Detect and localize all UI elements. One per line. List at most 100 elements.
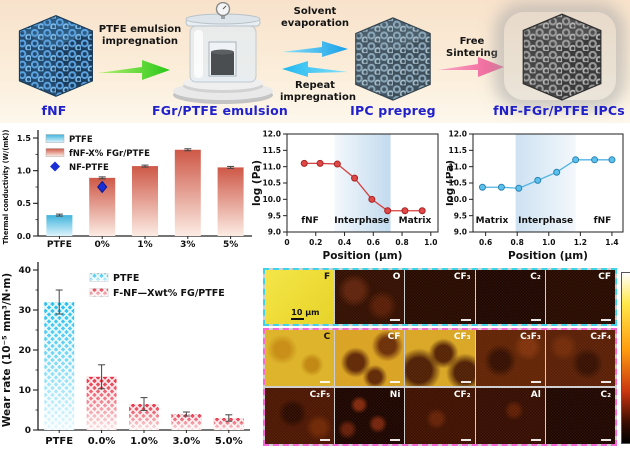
svg-text:0.0: 0.0 bbox=[17, 232, 32, 241]
svg-text:11.5: 11.5 bbox=[448, 146, 467, 155]
svg-text:PTFE: PTFE bbox=[45, 436, 73, 447]
fnf-cube-illustration bbox=[18, 14, 93, 97]
emulsion-container-illustration bbox=[173, 2, 273, 104]
eds-map-C₂: C₂ bbox=[475, 270, 545, 324]
scale-bar bbox=[460, 439, 471, 441]
eds-map-label: CF₃ bbox=[453, 332, 471, 342]
svg-text:F-NF—Xwt% FG/PTFE: F-NF—Xwt% FG/PTFE bbox=[113, 288, 225, 299]
eds-map-label: C₂ bbox=[530, 272, 541, 282]
svg-text:0.5: 0.5 bbox=[17, 199, 32, 208]
eds-map-C₂F₅: C₂F₅ bbox=[265, 388, 335, 444]
svg-text:0.2: 0.2 bbox=[309, 238, 322, 247]
scale-bar-label: 10 μm bbox=[291, 309, 319, 320]
svg-text:11.0: 11.0 bbox=[448, 162, 467, 171]
svg-text:9.0: 9.0 bbox=[454, 228, 467, 237]
eds-map-label: CF₂ bbox=[453, 390, 471, 400]
scale-bar bbox=[601, 319, 612, 321]
svg-text:1.0: 1.0 bbox=[542, 238, 555, 247]
svg-text:1%: 1% bbox=[137, 240, 152, 250]
eds-map-label: C₂ bbox=[600, 390, 612, 400]
eds-map-CF₂: CF₂ bbox=[405, 388, 475, 444]
eds-map-label: CF bbox=[598, 272, 612, 282]
step-label-fnf: fNF bbox=[41, 103, 67, 118]
scale-bar bbox=[460, 319, 471, 321]
svg-text:0.8: 0.8 bbox=[395, 238, 408, 247]
eds-map-CF₃: CF₃ bbox=[405, 270, 475, 324]
svg-text:NF-PTFE: NF-PTFE bbox=[69, 163, 109, 173]
svg-text:5.0%: 5.0% bbox=[215, 436, 243, 447]
eds-row: C CF CF₃ C₃F₃ C₂F₄ bbox=[265, 330, 616, 386]
svg-text:10.5: 10.5 bbox=[262, 179, 281, 188]
step-label-prepreg: IPC prepreg bbox=[350, 103, 436, 118]
scale-bar bbox=[530, 439, 541, 441]
svg-text:log (Pa): log (Pa) bbox=[252, 160, 263, 206]
svg-text:0%: 0% bbox=[95, 240, 110, 250]
eds-map-Ni: Ni bbox=[335, 388, 405, 444]
eds-colorbar bbox=[621, 272, 630, 444]
free-sintering-arrow-icon bbox=[438, 57, 504, 77]
wear-rate-chart: 0 10 20 30 40 PTFE 0.0% 1.0% 3.0% 5.0% PTFE F-NF—Xw… bbox=[0, 262, 258, 452]
svg-text:Wear rate (10⁻⁵ mm³/N·m): Wear rate (10⁻⁵ mm³/N·m) bbox=[1, 273, 13, 427]
svg-text:0.6: 0.6 bbox=[479, 238, 492, 247]
eds-row: C₂F₅ Ni CF₂ Al C₂ bbox=[265, 388, 616, 444]
svg-text:Matrix: Matrix bbox=[476, 216, 509, 226]
svg-text:12.0: 12.0 bbox=[262, 130, 281, 139]
eds-map-C₃F₃: C₃F₃ bbox=[475, 330, 545, 386]
svg-text:3.0%: 3.0% bbox=[173, 436, 201, 447]
eds-box-cyan: F 10 μm O CF₃ C₂ CF bbox=[263, 268, 617, 326]
scale-bar bbox=[320, 439, 331, 441]
eds-mapping-panel: F 10 μm O CF₃ C₂ CF C CF CF₃ C₃F₃ C₂F₄ C₂F₅ Ni CF₂ Al C… bbox=[261, 264, 630, 452]
eds-map-F: F 10 μm bbox=[265, 270, 335, 324]
svg-text:30: 30 bbox=[18, 306, 31, 316]
eds-map-label: C₂F₅ bbox=[309, 390, 331, 400]
eds-map-CF₃: CF₃ bbox=[405, 330, 475, 386]
scale-bar bbox=[390, 319, 401, 321]
ipc-prepreg-cube-illustration bbox=[355, 17, 431, 101]
svg-text:3%: 3% bbox=[180, 240, 195, 250]
svg-text:fNF: fNF bbox=[594, 216, 612, 226]
thermal-conductivity-chart: 0.0 0.5 1.0 1.5 PTFE 0% 1% 3% 5% PTFE fNF-X% FGr/P… bbox=[0, 122, 258, 264]
svg-text:9.5: 9.5 bbox=[268, 211, 281, 220]
arrow-label-free-sintering: Free Sintering bbox=[446, 36, 498, 59]
modulus-profile-chart-fnf-to-matrix: 9.0 9.5 10.0 10.5 11.0 11.5 12.0 0 0.2 0.4 0.6 0.8 1… bbox=[251, 122, 448, 264]
svg-text:fNF: fNF bbox=[301, 216, 319, 226]
svg-text:fNF-X% FGr/PTFE: fNF-X% FGr/PTFE bbox=[69, 149, 150, 159]
svg-text:log (Pa): log (Pa) bbox=[446, 160, 456, 206]
scale-bar bbox=[601, 381, 612, 383]
svg-text:11.5: 11.5 bbox=[262, 146, 281, 155]
eds-map-label: C₃F₃ bbox=[520, 332, 541, 342]
final-ipc-cube-illustration bbox=[522, 13, 602, 101]
scale-bar bbox=[460, 381, 471, 383]
svg-text:12.0: 12.0 bbox=[448, 130, 467, 139]
scale-bar bbox=[320, 381, 331, 383]
svg-text:Interphase: Interphase bbox=[334, 216, 389, 226]
scale-bar bbox=[390, 381, 401, 383]
svg-text:10.5: 10.5 bbox=[448, 179, 467, 188]
eds-box-mag: C CF CF₃ C₃F₃ C₂F₄ C₂F₅ Ni CF₂ Al C₂ bbox=[263, 328, 617, 446]
step-label-emulsion: FGr/PTFE emulsion bbox=[152, 103, 288, 118]
eds-map-CF: CF bbox=[335, 330, 405, 386]
scale-bar bbox=[530, 381, 541, 383]
svg-text:1.0: 1.0 bbox=[424, 238, 437, 247]
eds-map-C₂F₄: C₂F₄ bbox=[545, 330, 616, 386]
svg-text:PTFE: PTFE bbox=[47, 240, 72, 250]
svg-text:5%: 5% bbox=[223, 240, 238, 250]
impregnation-arrow-icon bbox=[98, 60, 170, 80]
svg-text:9.5: 9.5 bbox=[454, 211, 467, 220]
arrow-label-repeat-impregnation: Repeat impregnation bbox=[280, 80, 356, 103]
arrow-label-solvent-evaporation: Solvent evaporation bbox=[281, 6, 349, 29]
svg-text:0.4: 0.4 bbox=[338, 238, 351, 247]
scale-bar bbox=[530, 319, 541, 321]
svg-text:0.0%: 0.0% bbox=[88, 436, 116, 447]
svg-text:10: 10 bbox=[18, 386, 31, 396]
svg-text:1.4: 1.4 bbox=[605, 238, 618, 247]
eds-map-O: O bbox=[335, 270, 405, 324]
svg-text:Position (μm): Position (μm) bbox=[323, 250, 403, 262]
svg-text:9.0: 9.0 bbox=[268, 228, 281, 237]
svg-text:1.5: 1.5 bbox=[17, 134, 32, 143]
solvent-evaporation-arrow-icon bbox=[282, 41, 348, 57]
eds-map-label: C bbox=[323, 332, 331, 342]
eds-map-label: C₂F₄ bbox=[590, 332, 612, 342]
svg-text:40: 40 bbox=[18, 266, 31, 276]
